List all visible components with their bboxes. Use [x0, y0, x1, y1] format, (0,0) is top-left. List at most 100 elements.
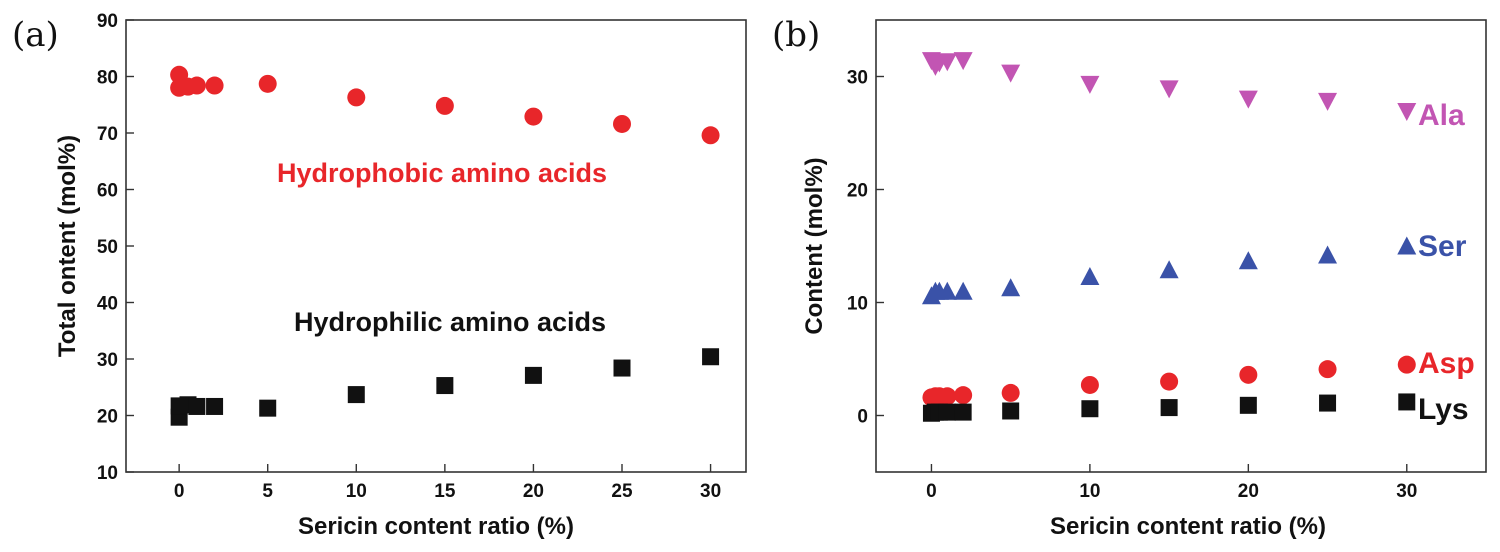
panel-a-y-tick-label: 70	[97, 124, 118, 145]
data-point-hydrophobic-amino-acids	[187, 76, 206, 95]
data-point-hydrophobic-amino-acids	[524, 107, 543, 126]
panel-b-x-tick-label: 30	[1396, 481, 1417, 502]
data-point-ala	[1238, 90, 1258, 109]
panel-b-x-tick-label: 20	[1238, 481, 1259, 502]
panel-b-y-tick-label: 0	[857, 407, 868, 428]
series-label-lys: Lys	[1418, 393, 1469, 426]
data-point-asp	[1001, 383, 1020, 402]
data-point-lys	[954, 403, 972, 421]
data-point-ala	[1159, 80, 1179, 99]
data-point-ala	[1001, 64, 1021, 83]
data-point-ser	[937, 281, 957, 300]
hydrophilic-annotation: Hydrophilic amino acids	[294, 307, 606, 337]
data-point-ser	[1318, 245, 1338, 264]
panel-b-plot-frame	[875, 19, 1487, 473]
data-point-asp	[1318, 360, 1337, 379]
data-point-hydrophobic-amino-acids	[701, 126, 720, 145]
data-point-hydrophilic-amino-acids	[347, 386, 365, 404]
data-point-hydrophobic-amino-acids	[435, 96, 454, 115]
panel-b-letter: (b)	[772, 15, 820, 55]
data-point-hydrophobic-amino-acids	[258, 74, 277, 93]
panel-b-x-tick-label: 10	[1079, 481, 1100, 502]
panel-a-y-tick-label: 50	[97, 237, 118, 258]
data-point-hydrophilic-amino-acids	[259, 399, 277, 417]
data-point-asp	[938, 387, 957, 406]
panel-b-y-axis-title: Content (mol%)	[801, 157, 828, 334]
data-point-ser	[1238, 251, 1258, 270]
panel-b-y-tick-label: 20	[847, 181, 868, 202]
panel-b: (b) 0 10 20 30 0 10 20 30 Ala Ser Asp Lys Seri…	[772, 15, 1487, 540]
panel-a-y-ticks: 10 20 30 40 50 60 70 80 90	[97, 11, 134, 484]
data-point-ser	[1001, 278, 1021, 297]
panel-a-y-tick-label: 60	[97, 181, 118, 202]
panel-a-x-tick-label: 15	[434, 481, 456, 502]
data-point-lys	[1319, 394, 1337, 412]
data-point-ser	[1397, 236, 1417, 255]
panel-b-y-tick-label: 30	[847, 68, 868, 89]
panel-b-y-ticks: 0 10 20 30	[847, 68, 884, 428]
panel-a-x-ticks: 0 5 10 15 20 25 30	[174, 464, 721, 502]
data-point-lys	[1398, 393, 1416, 411]
hydrophobic-annotation: Hydrophobic amino acids	[277, 158, 607, 188]
series-label-ala: Ala	[1418, 99, 1465, 132]
series-label-ser: Ser	[1418, 230, 1467, 263]
panel-a: (a) 0 5 10 15 20 25 30 10 20 30 40 50 60 70 80 90 Hydr…	[12, 11, 747, 540]
panel-a-x-tick-label: 0	[174, 481, 185, 502]
data-point-ala	[953, 52, 973, 71]
series-lys	[922, 393, 1416, 422]
data-point-hydrophilic-amino-acids	[206, 397, 224, 415]
series-asp	[922, 355, 1416, 407]
data-point-ala	[1080, 75, 1100, 94]
data-point-ala	[937, 53, 957, 72]
data-point-hydrophilic-amino-acids	[188, 397, 206, 415]
panel-a-y-tick-label: 10	[97, 463, 118, 484]
data-point-lys	[938, 403, 956, 421]
panel-a-data-points	[170, 65, 720, 426]
data-point-hydrophobic-amino-acids	[613, 114, 631, 133]
series-ser	[921, 236, 1417, 305]
data-point-hydrophobic-amino-acids	[205, 76, 224, 95]
data-point-lys	[1081, 400, 1099, 418]
data-point-ala	[1318, 92, 1338, 111]
data-point-hydrophilic-amino-acids	[613, 359, 631, 377]
panel-a-x-tick-label: 20	[523, 481, 544, 502]
series-hydrophilic-amino-acids	[170, 348, 720, 426]
panel-a-y-tick-label: 30	[97, 350, 118, 371]
data-point-hydrophilic-amino-acids	[702, 348, 720, 366]
series-ala	[921, 52, 1417, 122]
data-point-asp	[1160, 372, 1179, 391]
data-point-asp	[1239, 365, 1258, 384]
panel-b-x-ticks: 0 10 20 30	[926, 464, 1417, 502]
panel-a-y-tick-label: 40	[97, 294, 118, 315]
data-point-ala	[1397, 103, 1417, 122]
panel-a-y-axis-title: Total ontent (mol%)	[54, 135, 81, 357]
panel-a-letter: (a)	[12, 15, 59, 55]
data-point-ser	[1159, 260, 1179, 279]
data-point-ser	[953, 281, 973, 300]
panel-a-y-tick-label: 20	[97, 407, 118, 428]
panel-b-y-tick-label: 10	[847, 294, 868, 315]
data-point-lys	[1002, 402, 1020, 420]
data-point-asp	[1397, 355, 1416, 374]
panel-b-x-axis-title: Sericin content ratio (%)	[1050, 513, 1326, 540]
data-point-asp	[954, 386, 973, 405]
data-point-hydrophilic-amino-acids	[524, 366, 542, 384]
panel-a-x-tick-label: 10	[346, 481, 367, 502]
panel-a-x-axis-title: Sericin content ratio (%)	[298, 513, 574, 540]
panel-a-x-tick-label: 5	[262, 481, 273, 502]
panel-a-y-tick-label: 90	[97, 11, 118, 32]
panel-b-data-points	[921, 52, 1417, 422]
data-point-hydrophobic-amino-acids	[347, 88, 366, 107]
panel-b-x-tick-label: 0	[926, 481, 937, 502]
series-label-asp: Asp	[1418, 347, 1475, 380]
data-point-lys	[1239, 396, 1257, 414]
data-point-hydrophilic-amino-acids	[436, 377, 454, 395]
series-hydrophobic-amino-acids	[170, 65, 720, 145]
panel-a-x-tick-label: 25	[611, 481, 633, 502]
panel-a-x-tick-label: 30	[700, 481, 721, 502]
data-point-ser	[1080, 267, 1100, 286]
data-point-asp	[1080, 375, 1099, 394]
data-point-lys	[1160, 399, 1178, 417]
panel-a-y-tick-label: 80	[97, 68, 118, 89]
